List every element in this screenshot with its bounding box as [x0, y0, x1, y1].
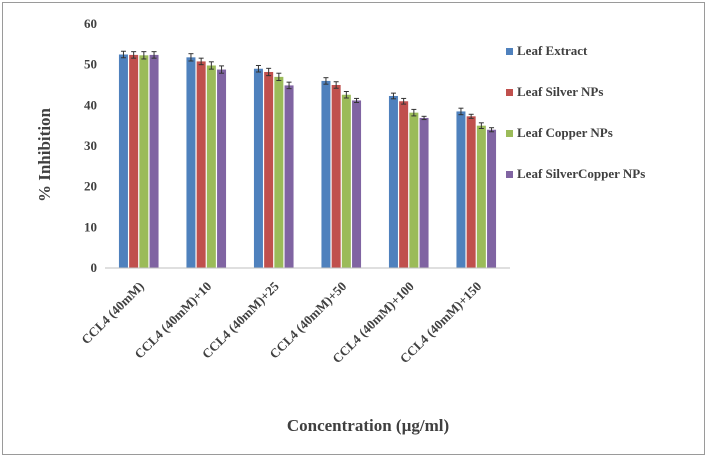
bar-1-3	[253, 68, 263, 268]
y-axis-title: % Inhibition	[35, 107, 54, 202]
legend: Leaf Extract Leaf Silver NPs Leaf Copper N…	[506, 43, 645, 181]
y-tick-label: 40	[84, 97, 97, 112]
bar-3-6	[476, 125, 486, 269]
legend-swatch-2	[506, 89, 513, 96]
bar-4-4	[352, 100, 362, 268]
error-bar-1-4	[323, 77, 329, 85]
bar-4-3	[284, 85, 294, 268]
legend-label-2: Leaf Silver NPs	[517, 84, 603, 99]
error-bar-4-3	[286, 81, 292, 90]
y-tick-label: 20	[84, 179, 97, 194]
error-bar-4-1	[151, 51, 157, 59]
error-bar-3-1	[141, 51, 147, 60]
y-tick-label: 30	[84, 138, 97, 153]
bar-3-2	[206, 65, 216, 268]
error-bar-3-3	[276, 72, 282, 82]
error-bar-4-2	[219, 65, 225, 74]
bar-3-1	[139, 55, 149, 269]
error-bar-3-4	[343, 91, 349, 99]
error-bar-2-1	[131, 51, 137, 59]
x-axis-title: Concentration (µg/ml)	[287, 416, 449, 435]
bar-4-2	[217, 69, 227, 269]
bar-1-4	[321, 80, 331, 268]
bar-1-1	[118, 54, 128, 268]
bar-2-4	[331, 85, 341, 268]
bar-2-6	[466, 116, 476, 269]
x-tick-label: CCL4 (40mM)	[78, 279, 147, 348]
error-bar-1-6	[458, 107, 464, 116]
bar-3-3	[274, 76, 284, 268]
error-bar-4-4	[354, 97, 360, 103]
error-bar-3-6	[478, 122, 484, 130]
bar-1-6	[456, 111, 466, 268]
bar-4-6	[487, 129, 497, 268]
error-bar-2-6	[468, 113, 474, 119]
error-bar-3-5	[411, 108, 417, 117]
error-bars-group	[120, 50, 495, 133]
y-tick-label: 50	[84, 57, 97, 72]
bar-1-5	[388, 95, 398, 268]
error-bar-2-5	[401, 97, 407, 105]
bar-3-4	[341, 94, 351, 268]
y-tick-label: 10	[84, 219, 97, 234]
error-bar-4-5	[421, 115, 427, 121]
error-bar-1-2	[188, 53, 194, 62]
legend-label-3: Leaf Copper NPs	[517, 125, 613, 140]
legend-swatch-4	[506, 171, 513, 178]
error-bar-3-2	[208, 61, 214, 70]
error-bar-2-4	[333, 81, 339, 89]
error-bar-1-3	[255, 64, 261, 73]
bar-4-5	[419, 117, 429, 268]
error-bar-4-6	[489, 127, 495, 133]
legend-swatch-1	[506, 48, 513, 55]
bar-1-2	[186, 57, 196, 269]
legend-label-4: Leaf SilverCopper NPs	[517, 166, 645, 181]
bar-2-1	[129, 54, 139, 269]
y-tick-labels: 0 10 20 30 40 50 60	[84, 16, 97, 275]
bar-2-2	[196, 61, 206, 269]
bar-4-1	[149, 54, 159, 269]
legend-label-1: Leaf Extract	[517, 43, 588, 58]
bars-group	[118, 54, 497, 269]
bar-2-5	[399, 101, 409, 269]
error-bar-2-2	[198, 57, 204, 66]
error-bar-1-5	[390, 92, 396, 100]
bar-3-5	[409, 112, 419, 268]
error-bar-1-1	[120, 50, 126, 59]
y-tick-label: 60	[84, 16, 97, 31]
error-bar-2-3	[266, 67, 272, 77]
legend-swatch-3	[506, 130, 513, 137]
y-tick-label: 0	[91, 260, 98, 275]
bar-2-3	[264, 71, 274, 268]
